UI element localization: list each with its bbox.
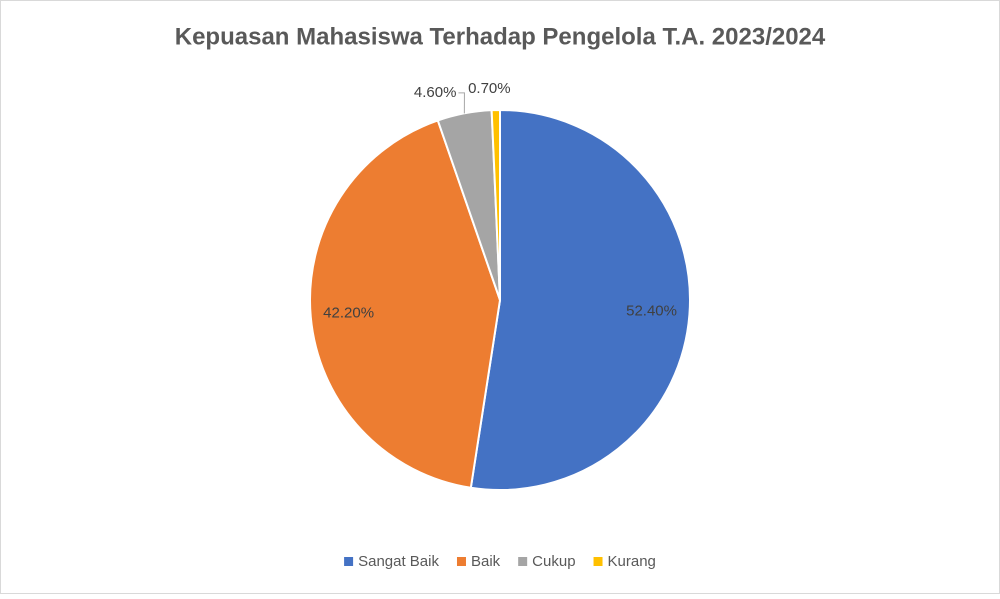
legend-swatch [344, 557, 354, 566]
pie-slice [309, 119, 502, 489]
pie-slice [469, 108, 691, 491]
data-label: 4.60% [414, 84, 457, 101]
legend: Sangat Baik Baik Cukup Kurang [344, 553, 656, 570]
chart-title: Kepuasan Mahasiswa Terhadap Pengelola T.… [175, 23, 826, 50]
legend-label: Kurang [608, 553, 656, 570]
data-label: 0.70% [468, 80, 511, 97]
leader-line [458, 92, 465, 114]
data-label: 52.40% [626, 303, 677, 320]
legend-swatch [593, 557, 603, 566]
pie-slice [490, 108, 501, 301]
legend-label: Sangat Baik [358, 553, 439, 570]
legend-swatch [456, 557, 466, 566]
legend-label: Cukup [532, 553, 575, 570]
legend-swatch [518, 557, 528, 566]
legend-label: Baik [471, 553, 501, 570]
data-label: 42.20% [323, 305, 374, 322]
